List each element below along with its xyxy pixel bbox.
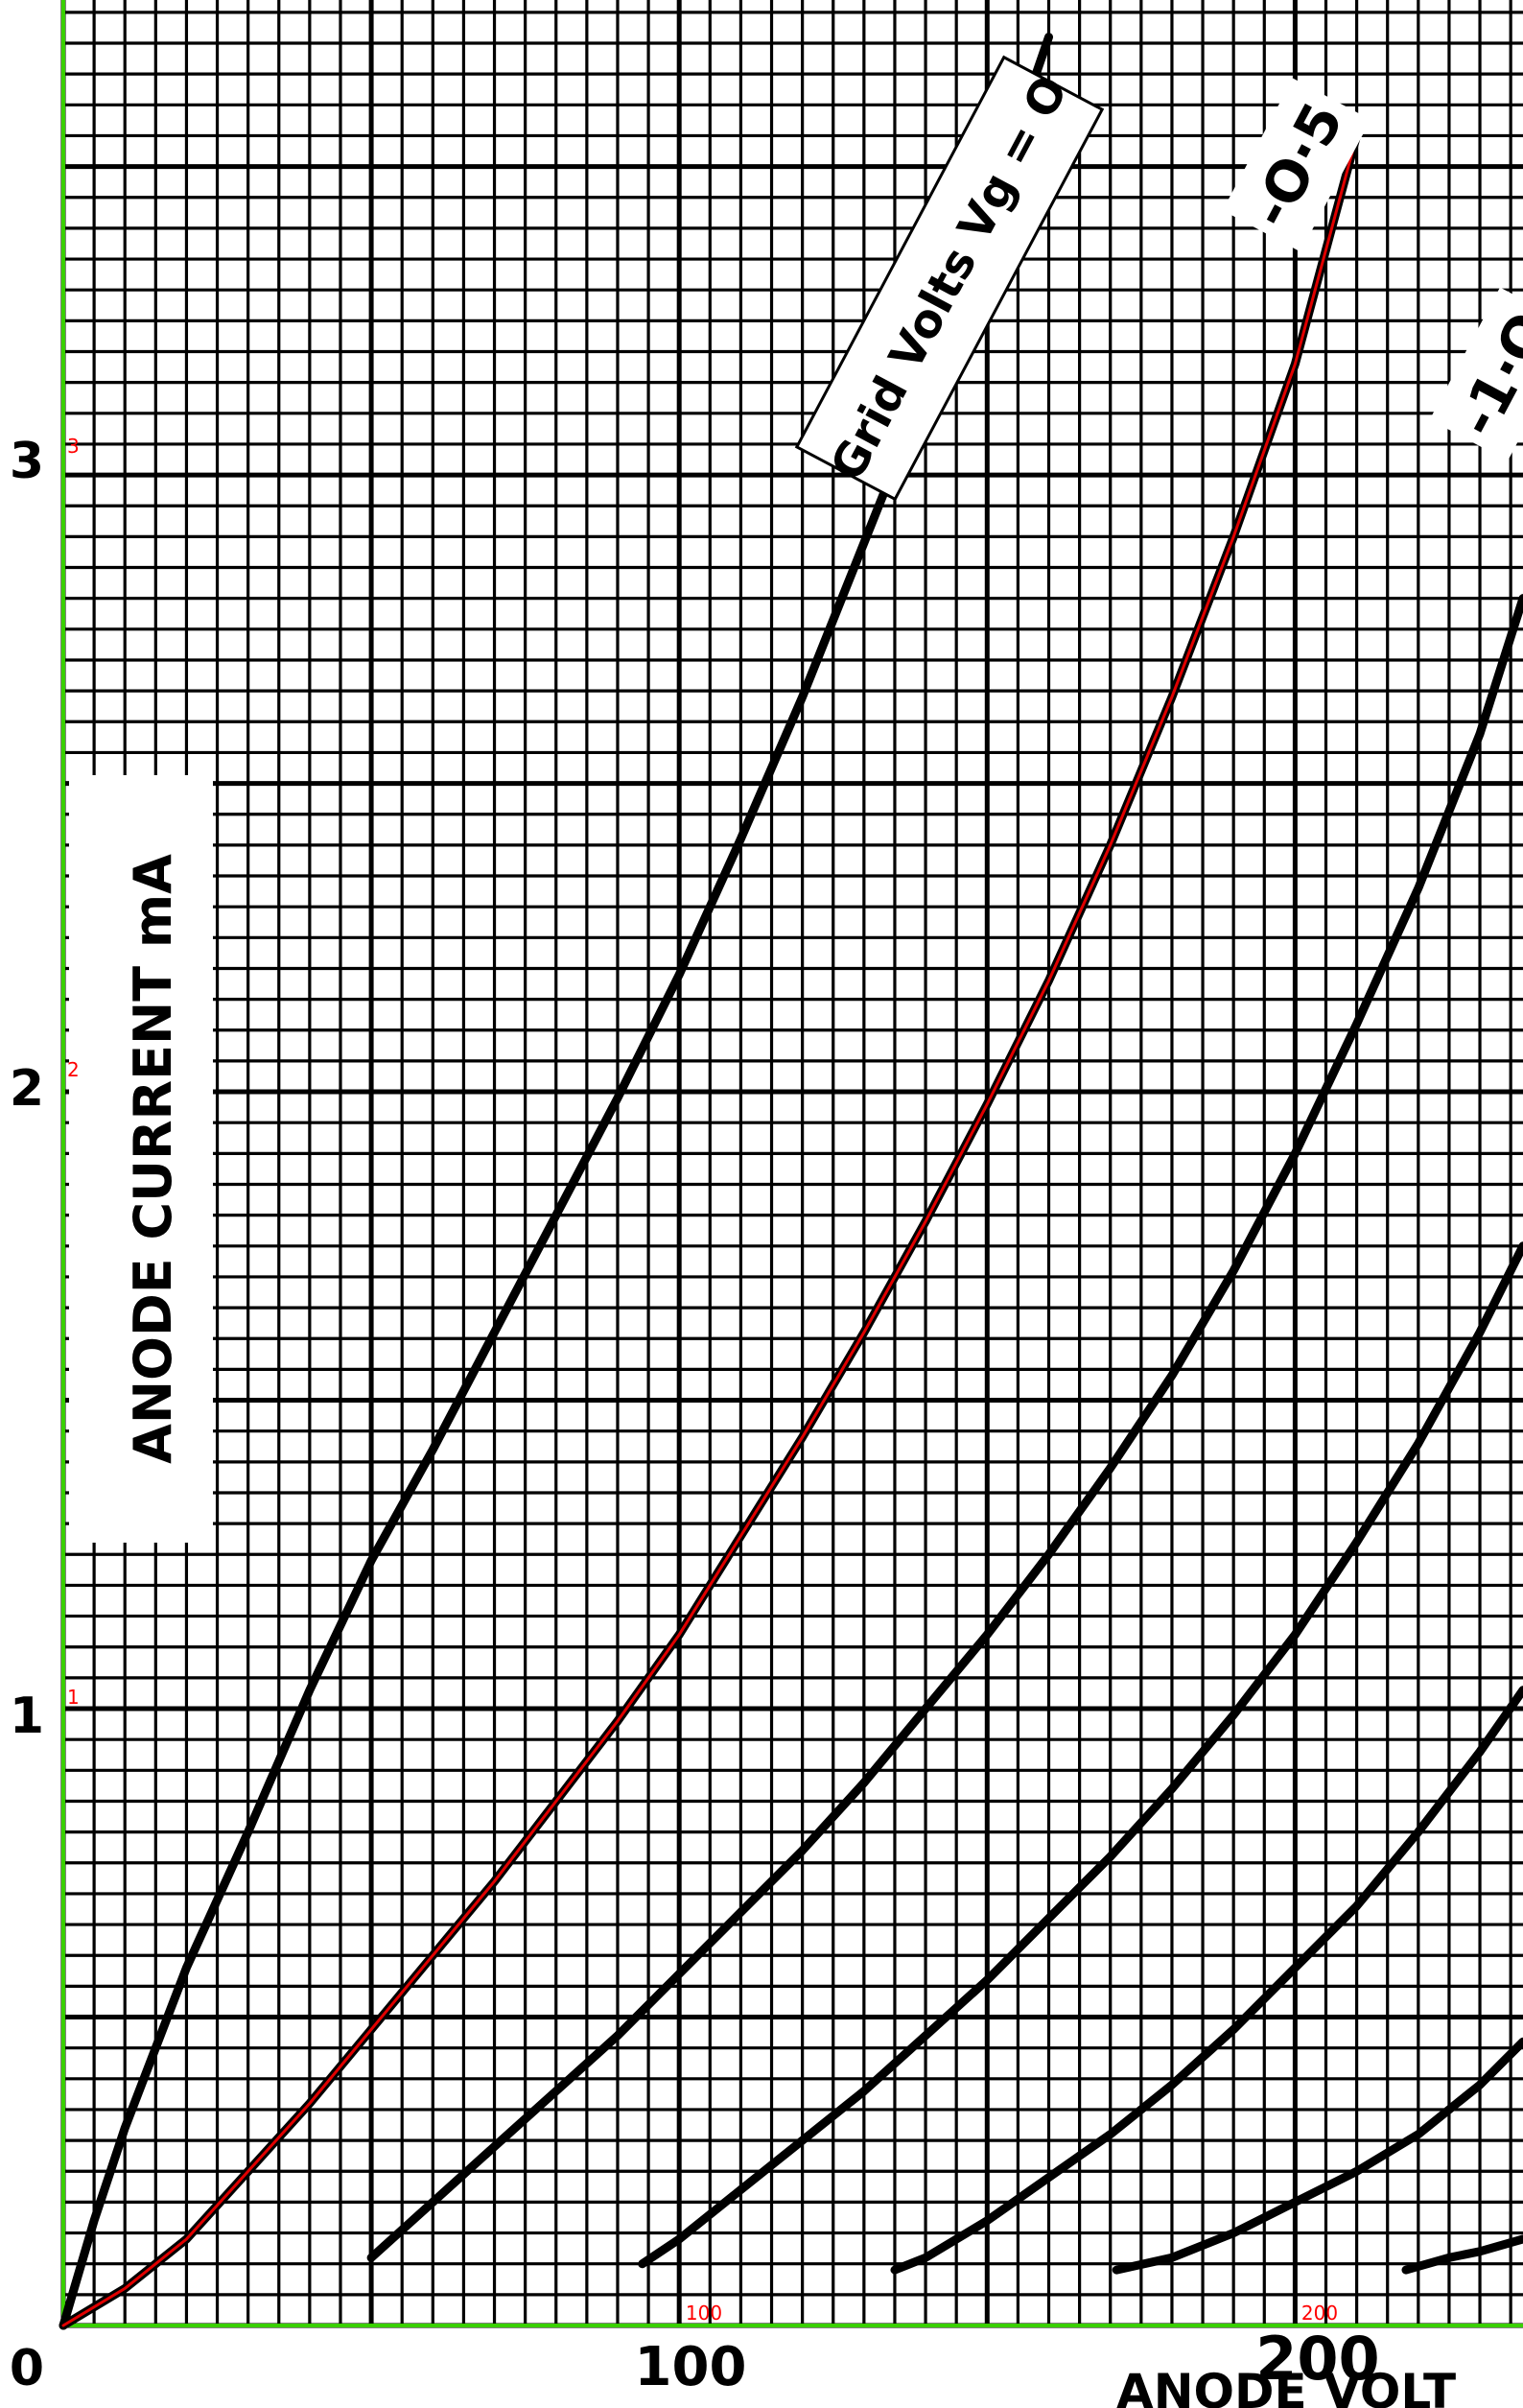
tick-labels: 0 100 200 1 2 3 ANODE VOLT [10,433,1456,2408]
series-6 [1401,2234,1523,2275]
x-axis-label: ANODE VOLT [1116,2364,1456,2408]
annotation-minus10-banner: -1·O [1429,287,1523,461]
series-2 [366,594,1523,2262]
series-1 [59,131,1362,2330]
series-0 [59,33,1053,2330]
series-4 [890,1686,1523,2275]
y-tick-label-3: 3 [10,433,44,490]
series-line-2 [366,594,1523,2262]
overlay-x-100: 100 [686,2302,722,2325]
x-tick-label-100: 100 [635,2336,747,2398]
series-line-6 [1401,2234,1523,2275]
series-highlight-line-1 [61,134,1359,2327]
annotation-vg0: Grid Volts Vg = O [820,67,1079,489]
series-line-5 [1112,2037,1523,2275]
overlay-y-3: 3 [67,435,80,458]
overlay-x-200: 200 [1301,2302,1338,2325]
y-axis-label-banner: ANODE CURRENT mA [69,775,213,1543]
series-3 [638,1241,1523,2269]
x-tick-label-200: 200 [1255,2324,1379,2394]
overlay-y-1: 1 [67,1686,80,1709]
series-layer [59,33,1523,2330]
series-line-0 [59,33,1053,2330]
x-origin-label: 0 [10,2340,44,2397]
annotation-vg0-banner: Grid Volts Vg = O [794,55,1105,502]
y-tick-label-1: 1 [10,1688,44,1745]
overlay-y-2: 2 [67,1058,80,1081]
y-tick-label-2: 2 [10,1060,44,1118]
grid-layer [60,0,1523,2328]
overlay-ticks: 100 200 1 2 3 [67,435,1338,2325]
y-axis-label: ANODE CURRENT mA [123,854,183,1464]
series-5 [1112,2037,1523,2275]
series-line-4 [890,1686,1523,2275]
axes-layer [61,0,1523,2327]
series-line-3 [638,1241,1523,2269]
